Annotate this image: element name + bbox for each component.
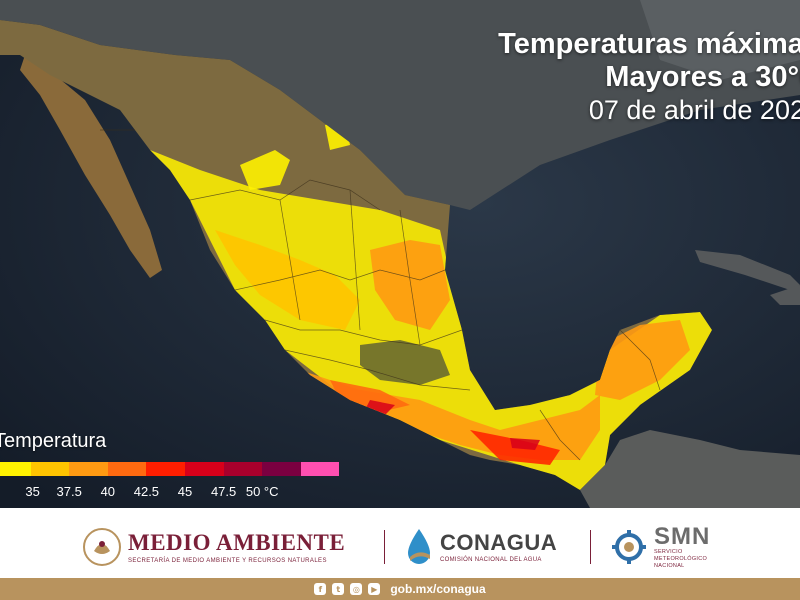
title-line-2: Mayores a 30°C bbox=[605, 61, 800, 93]
central-america bbox=[580, 430, 800, 508]
website-link[interactable]: gob.mx/conagua bbox=[390, 582, 486, 596]
legend-swatch bbox=[184, 462, 224, 476]
conagua-subtitle: COMISIÓN NACIONAL DEL AGUA bbox=[440, 557, 542, 563]
map-graphic bbox=[0, 0, 800, 508]
legend-color-bar bbox=[0, 462, 340, 476]
legend-labels: 35 37.5 40 42.5 45 47.5 50 °C bbox=[0, 484, 300, 500]
legend-label: 42.5 bbox=[133, 484, 160, 499]
temperature-map: Temperaturas máximas Mayores a 30°C 07 d… bbox=[0, 0, 800, 508]
smn-sub-3: NACIONAL bbox=[654, 562, 685, 569]
state-borders bbox=[100, 129, 661, 461]
smn-glyph-icon bbox=[612, 530, 646, 564]
legend-swatch bbox=[223, 462, 263, 476]
title-line-1: Temperaturas máximas bbox=[498, 28, 800, 60]
divider-2 bbox=[590, 530, 591, 564]
baja-california bbox=[20, 55, 162, 278]
smn-sub-2: METEOROLÓGICO bbox=[654, 555, 708, 562]
legend-swatch bbox=[0, 462, 31, 476]
social-bar: f t ◎ ▶ gob.mx/conagua bbox=[0, 578, 800, 600]
smn-name: SMN bbox=[654, 522, 711, 550]
footer: MEDIO AMBIENTE SECRETARÍA DE MEDIO AMBIE… bbox=[0, 508, 800, 600]
legend-swatch bbox=[262, 462, 301, 476]
cuba bbox=[695, 250, 800, 290]
legend-label: 45 bbox=[177, 484, 193, 499]
legend-label: 40 bbox=[100, 484, 116, 499]
legend-label: 35 bbox=[25, 484, 40, 499]
youtube-icon[interactable]: ▶ bbox=[368, 583, 381, 595]
legend-label: 50 °C bbox=[245, 484, 279, 499]
legend-title: Temperatura bbox=[0, 430, 107, 452]
legend-swatch bbox=[146, 462, 185, 476]
map-title: Temperaturas máximas Mayores a 30°C 07 d… bbox=[430, 28, 800, 126]
smn-sub-1: SERVICIO bbox=[654, 548, 683, 555]
conagua-logo[interactable]: CONAGUA COMISIÓN NACIONAL DEL AGUA bbox=[402, 516, 557, 578]
twitter-icon[interactable]: t bbox=[332, 583, 345, 595]
island bbox=[770, 285, 800, 305]
usa-east bbox=[640, 0, 800, 80]
conagua-name: CONAGUA bbox=[440, 530, 558, 555]
divider-1 bbox=[384, 530, 385, 564]
legend-swatch bbox=[30, 462, 70, 476]
legend-label: 47.5 bbox=[210, 484, 237, 499]
legend-label: 37.5 bbox=[56, 484, 82, 499]
medio-ambiente-logo[interactable]: MEDIO AMBIENTE SECRETARÍA DE MEDIO AMBIE… bbox=[82, 516, 345, 578]
temperature-overlay bbox=[150, 120, 712, 490]
medio-ambiente-subtitle: SECRETARÍA DE MEDIO AMBIENTE Y RECURSOS … bbox=[128, 557, 327, 564]
instagram-icon[interactable]: ◎ bbox=[350, 583, 363, 595]
legend-swatch bbox=[107, 462, 147, 476]
water-drop-icon bbox=[408, 529, 430, 564]
smn-logo[interactable]: SMN SERVICIO METEOROLÓGICO NACIONAL bbox=[610, 516, 710, 578]
map-date: 07 de abril de 2024 bbox=[588, 95, 800, 125]
legend-swatch bbox=[300, 462, 340, 476]
logo-row: MEDIO AMBIENTE SECRETARÍA DE MEDIO AMBIE… bbox=[0, 516, 800, 578]
legend-swatch bbox=[69, 462, 108, 476]
usa-landmass bbox=[0, 0, 800, 210]
facebook-icon[interactable]: f bbox=[314, 583, 327, 595]
medio-ambiente-name: MEDIO AMBIENTE bbox=[128, 529, 346, 555]
mexico-emblem-icon bbox=[83, 528, 121, 566]
